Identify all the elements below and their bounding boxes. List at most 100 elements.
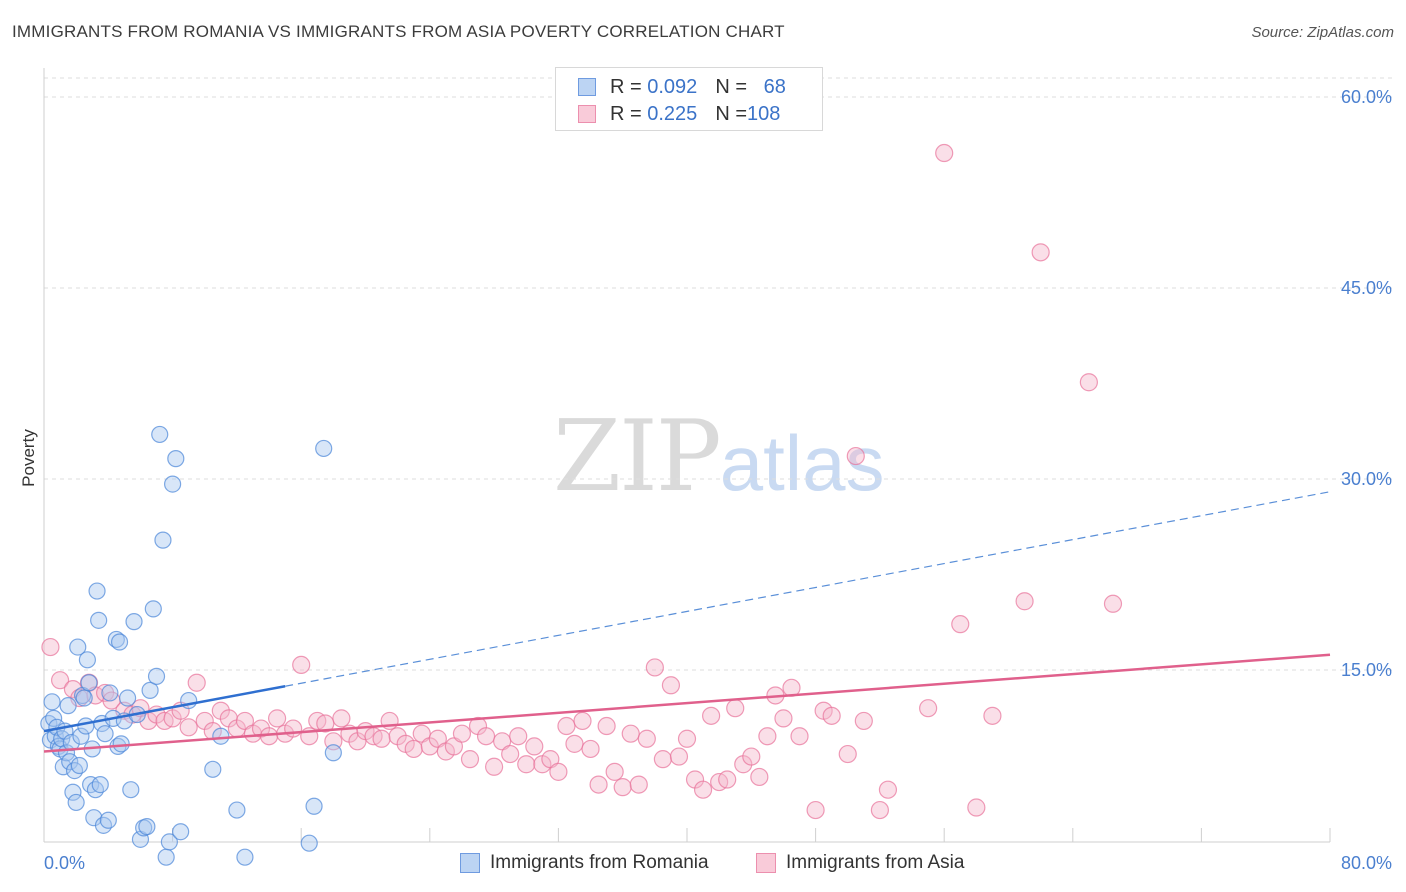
point-romania — [107, 630, 125, 649]
chart-title: IMMIGRANTS FROM ROMANIA VS IMMIGRANTS FR… — [12, 22, 785, 41]
point-romania — [125, 613, 143, 631]
point-romania — [67, 793, 85, 812]
point-asia — [332, 709, 351, 728]
point-romania — [157, 848, 175, 866]
trendline-romania-dashed — [285, 491, 1331, 687]
point-asia — [485, 757, 504, 776]
point-romania — [144, 600, 162, 618]
points-romania — [40, 425, 342, 866]
y-tick-label: 15.0% — [1341, 660, 1392, 680]
point-asia — [677, 729, 697, 748]
point-asia — [774, 709, 793, 728]
point-asia — [645, 658, 664, 677]
point-asia — [822, 706, 841, 725]
point-asia — [854, 711, 873, 731]
legend-row-romania: R = 0.092 N = 68 — [578, 74, 786, 100]
bottom-swatch-romania — [460, 853, 480, 873]
point-asia — [549, 762, 568, 781]
point-romania — [99, 811, 117, 829]
point-asia — [372, 729, 391, 748]
point-romania — [69, 638, 87, 656]
y-axis-label: Poverty — [19, 429, 38, 487]
point-romania — [70, 756, 88, 775]
point-romania — [305, 797, 323, 815]
bottom-swatch-asia — [756, 853, 776, 873]
point-asia — [653, 750, 672, 769]
legend-n-value-asia: 108 — [747, 102, 781, 125]
point-asia — [597, 716, 616, 736]
point-romania — [86, 781, 105, 799]
point-asia — [758, 727, 777, 746]
point-asia — [589, 775, 608, 794]
point-romania — [228, 801, 246, 819]
point-romania — [65, 761, 84, 780]
bottom-legend-asia: Immigrants from Asia — [756, 852, 964, 874]
point-asia — [404, 739, 423, 759]
point-asia — [1103, 594, 1123, 613]
points-asia — [41, 143, 1123, 820]
x-tick-label: 0.0% — [44, 853, 85, 873]
point-romania — [167, 450, 185, 468]
point-romania — [160, 833, 178, 851]
point-romania — [141, 681, 159, 699]
y-tick-label: 45.0% — [1341, 278, 1392, 298]
point-asia — [742, 747, 761, 766]
y-tick-label: 60.0% — [1341, 87, 1392, 107]
point-asia — [790, 727, 809, 746]
point-romania — [80, 674, 98, 692]
point-asia — [935, 143, 954, 163]
point-asia — [951, 615, 970, 634]
zipatlas-watermark: ZIPatlas — [553, 400, 885, 514]
point-romania — [61, 753, 79, 771]
legend-r-value-romania: 0.092 — [647, 75, 698, 98]
point-romania — [204, 760, 222, 778]
point-romania — [43, 693, 61, 711]
bottom-legend-romania: Immigrants from Romania — [460, 852, 709, 874]
trendline-asia — [43, 653, 1331, 753]
legend-r-value-asia: 0.225 — [647, 102, 698, 125]
point-asia — [50, 671, 70, 690]
point-asia — [41, 637, 60, 657]
point-asia — [726, 699, 745, 718]
point-asia — [501, 744, 520, 764]
point-romania — [164, 475, 182, 493]
point-asia — [525, 737, 544, 756]
point-asia — [557, 716, 576, 736]
point-asia — [187, 673, 206, 692]
legend-row-asia: R = 0.225 N = 108 — [578, 101, 780, 127]
point-romania — [96, 725, 114, 743]
point-asia — [919, 699, 938, 718]
point-asia — [605, 762, 624, 781]
point-romania — [78, 651, 97, 669]
point-asia — [476, 727, 496, 746]
point-asia — [702, 706, 721, 725]
point-asia — [95, 683, 115, 703]
point-asia — [565, 734, 584, 753]
point-asia — [838, 744, 857, 764]
point-romania — [172, 823, 190, 841]
point-asia — [1015, 592, 1034, 611]
point-romania — [77, 717, 95, 735]
point-asia — [967, 798, 986, 817]
point-asia — [806, 800, 825, 820]
point-asia — [846, 446, 865, 466]
point-asia — [179, 718, 198, 737]
point-romania — [212, 727, 230, 745]
point-asia — [460, 750, 480, 769]
y-tick-label: 30.0% — [1341, 469, 1392, 489]
legend-n-label: N = — [715, 75, 747, 98]
point-romania — [101, 684, 119, 702]
point-romania — [315, 439, 333, 458]
point-asia — [637, 729, 656, 748]
point-romania — [64, 783, 82, 801]
point-asia — [573, 711, 592, 731]
point-romania — [122, 781, 140, 799]
point-asia — [629, 775, 648, 794]
point-asia — [452, 724, 472, 743]
legend-r-label: R = — [610, 102, 642, 125]
point-asia — [581, 739, 600, 759]
point-romania — [91, 775, 109, 794]
legend-n-label: N = — [715, 102, 747, 125]
point-asia — [284, 719, 303, 738]
point-asia — [509, 727, 528, 746]
